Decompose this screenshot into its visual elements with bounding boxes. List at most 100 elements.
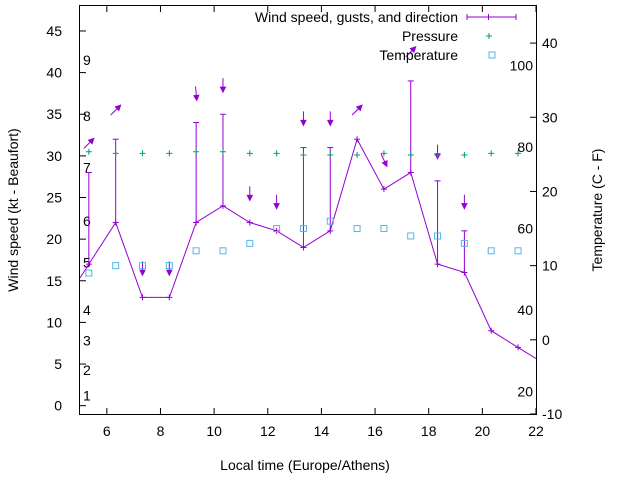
wind-point	[354, 136, 361, 143]
y-tick-label: 0	[54, 398, 62, 414]
fahrenheit-label: 80	[517, 139, 533, 155]
temperature-point	[219, 247, 227, 255]
x-tick-label: 12	[260, 423, 276, 439]
x-tick-label: 14	[314, 423, 330, 439]
temperature-point	[138, 262, 146, 270]
temperature-point	[353, 225, 361, 233]
temperature-point	[165, 262, 173, 270]
y2-tick-label: 40	[542, 35, 558, 51]
temperature-point	[273, 225, 281, 233]
pressure-point	[273, 150, 280, 157]
pressure-point	[407, 152, 414, 159]
pressure-point	[166, 150, 173, 157]
x-tick-label: 22	[528, 423, 544, 439]
wind-direction-arrowhead	[355, 104, 363, 112]
y-tick-label: 40	[46, 65, 62, 81]
pressure-point	[139, 150, 146, 157]
wind-direction-arrowhead	[326, 119, 334, 127]
temperature-point	[460, 239, 468, 247]
pressure-point	[327, 152, 334, 159]
beaufort-label: 2	[83, 362, 91, 378]
temperature-point	[112, 262, 120, 270]
wind-direction-arrowhead	[139, 269, 146, 277]
temperature-point	[299, 225, 307, 233]
wind-point	[193, 219, 200, 226]
beaufort-label: 6	[83, 213, 91, 229]
legend-swatch-temperature	[488, 51, 496, 59]
pressure-point	[300, 152, 307, 159]
temperature-point	[85, 269, 93, 277]
wind-direction-arrowhead	[192, 94, 200, 102]
pressure-point	[515, 150, 522, 157]
x-tick-label: 6	[103, 423, 111, 439]
wind-point	[273, 227, 280, 234]
beaufort-label: 3	[83, 333, 91, 349]
legend-label-temperature: Temperature	[379, 47, 458, 63]
wind-point	[85, 261, 92, 268]
x-tick-label: 18	[421, 423, 437, 439]
wind-point	[515, 344, 522, 351]
temperature-point	[487, 247, 495, 255]
beaufort-label: 8	[83, 108, 91, 124]
wind-point	[246, 219, 253, 226]
wind-direction-arrowhead	[381, 160, 388, 168]
x-tick-label: 16	[367, 423, 383, 439]
wind-speed-line	[80, 137, 536, 359]
pressure-point	[219, 148, 226, 155]
fahrenheit-label: 40	[517, 302, 533, 318]
beaufort-label: 5	[83, 254, 91, 270]
wind-point	[219, 202, 226, 209]
wind-point	[166, 294, 173, 301]
wind-direction-arrowhead	[114, 104, 122, 112]
temperature-point	[246, 239, 254, 247]
wind-direction-arrowhead	[87, 137, 95, 145]
temperature-point	[407, 232, 415, 240]
plot-frame	[79, 5, 537, 415]
y-tick-label: 30	[46, 148, 62, 164]
wind-point	[407, 169, 414, 176]
wind-point	[327, 227, 334, 234]
y-tick-label: 5	[54, 356, 62, 372]
y2-tick-label: 30	[542, 109, 558, 125]
beaufort-label: 1	[83, 388, 91, 404]
wind-point	[488, 327, 495, 334]
wind-point	[300, 244, 307, 251]
y2-tick-label: 0	[542, 332, 550, 348]
wind-point	[434, 261, 441, 268]
wind-point	[461, 269, 468, 276]
wind-direction-arrowhead	[219, 86, 227, 94]
fahrenheit-label: 100	[510, 57, 534, 73]
y-tick-label: 25	[46, 190, 62, 206]
fahrenheit-label: 60	[517, 221, 533, 237]
wind-direction-arrowhead	[300, 119, 307, 127]
pressure-point	[85, 148, 92, 155]
pressure-point	[380, 150, 387, 157]
wind-direction-arrowhead	[409, 46, 417, 54]
legend-label-wind: Wind speed, gusts, and direction	[255, 9, 458, 25]
y-tick-label: 45	[46, 23, 62, 39]
wind-point	[380, 186, 387, 193]
beaufort-label: 9	[83, 52, 91, 68]
y2-tick-label: -10	[542, 406, 562, 422]
beaufort-label: 4	[83, 302, 91, 318]
x-tick-label: 8	[157, 423, 165, 439]
temperature-point	[380, 225, 388, 233]
y2-tick-label: 10	[542, 258, 558, 274]
legend-swatch-pressure	[486, 33, 492, 39]
y-tick-label: 15	[46, 273, 62, 289]
y-tick-label: 20	[46, 231, 62, 247]
wind-direction-arrowhead	[461, 203, 468, 210]
wind-direction-arrowhead	[246, 194, 254, 202]
wind-point	[139, 294, 146, 301]
pressure-point	[354, 152, 361, 159]
temperature-point	[514, 247, 522, 255]
y2-tick-label: 20	[542, 183, 558, 199]
y-tick-label: 35	[46, 106, 62, 122]
wind-point	[112, 219, 119, 226]
pressure-point	[112, 150, 119, 157]
pressure-point	[434, 152, 441, 159]
pressure-point	[488, 150, 495, 157]
y-axis-label: Wind speed (kt - Beaufort)	[5, 128, 21, 291]
temperature-point	[434, 232, 442, 240]
y2-axis-label: Temperature (C - F)	[589, 149, 605, 272]
